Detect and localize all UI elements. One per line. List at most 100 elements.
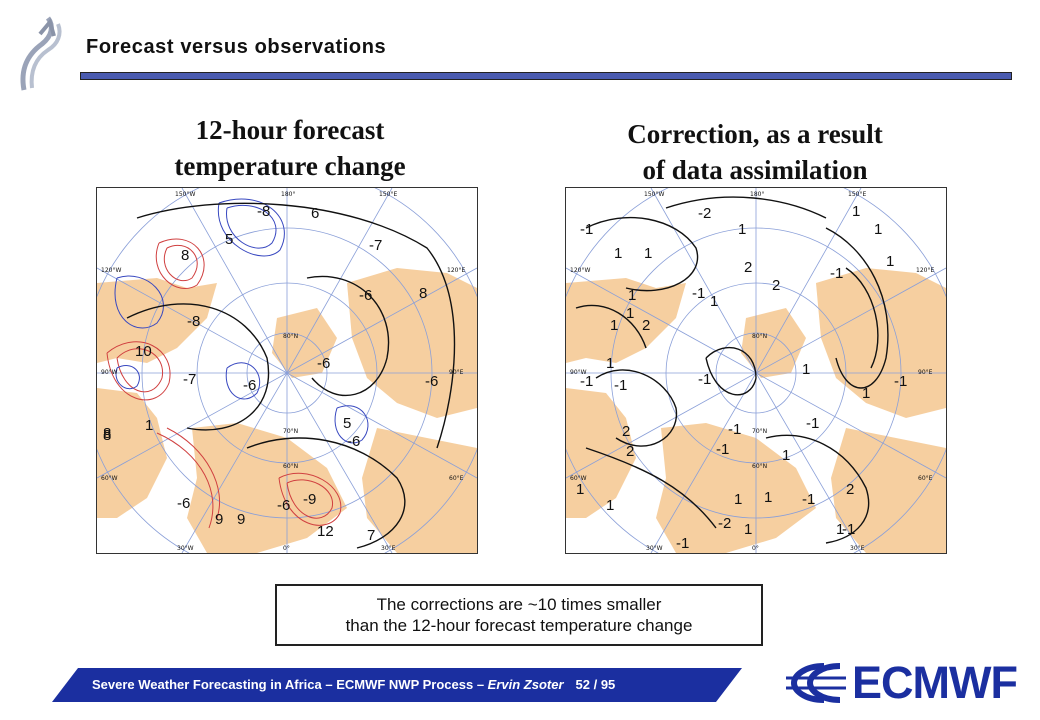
left-title-line2: temperature change: [174, 151, 406, 181]
longitude-label: 150°E: [848, 191, 866, 198]
contour-label: -1: [698, 371, 711, 388]
longitude-label: 60°W: [101, 475, 118, 482]
latitude-label: 70°N: [283, 428, 298, 435]
contour-label: -1: [580, 373, 593, 390]
contour-label: -6: [177, 495, 190, 512]
contour-label: -7: [183, 371, 196, 388]
contour-label: 1: [710, 293, 718, 310]
latitude-label: 80°N: [752, 333, 767, 340]
ecmwf-wordmark: ECMWF: [852, 657, 1018, 708]
contour-label: 7: [367, 527, 375, 544]
contour-label: 1: [606, 497, 614, 514]
caption-box: The corrections are ~10 times smaller th…: [275, 584, 763, 646]
longitude-label: 30°E: [381, 545, 396, 552]
longitude-label: 60°W: [570, 475, 587, 482]
contour-label: -1: [716, 441, 729, 458]
contour-label: -6: [359, 287, 372, 304]
contour-label: 1: [886, 253, 894, 270]
contour-label: 8: [181, 247, 189, 264]
contour-label: -6: [425, 373, 438, 390]
slide-title: Forecast versus observations: [86, 36, 387, 58]
latitude-label: 70°N: [752, 428, 767, 435]
zero-contours: [126, 202, 456, 549]
contour-label: 1: [145, 417, 153, 434]
contour-label: 8: [103, 425, 111, 442]
contour-label: 1: [644, 245, 652, 262]
contour-label: 1: [836, 521, 844, 538]
contour-label: 1: [782, 447, 790, 464]
contour-label: 1: [576, 481, 584, 498]
longitude-label: 90°W: [570, 369, 587, 376]
contour-label: -1: [614, 377, 627, 394]
longitude-label: 180°: [281, 191, 295, 198]
contour-label: -9: [303, 491, 316, 508]
contour-label: 5: [343, 415, 351, 432]
cold-contours: [114, 198, 369, 444]
correction-map: 150°W 180° 150°E 120°W 120°E 90°W 90°E 60°W 60°E…: [565, 187, 947, 554]
contour-label: 1: [802, 361, 810, 378]
contour-label: 2: [772, 277, 780, 294]
contour-label: 2: [622, 423, 630, 440]
longitude-label: 30°E: [850, 545, 865, 552]
contour-label: -1: [676, 535, 689, 552]
right-title-line1: Correction, as a result: [627, 119, 883, 149]
land-areas: [97, 268, 477, 553]
contour-label: -6: [317, 355, 330, 372]
contour-label: 12: [317, 523, 334, 540]
contour-label: 1: [626, 305, 634, 322]
contour-label: -6: [347, 433, 360, 450]
contour-label: 6: [311, 205, 319, 222]
longitude-label: 90°W: [101, 369, 118, 376]
contour-label: 1: [610, 317, 618, 334]
contour-label: -7: [369, 237, 382, 254]
title-rule: [80, 72, 1012, 80]
contour-label: 1: [764, 489, 772, 506]
longitude-label: 120°W: [101, 267, 121, 274]
longitude-label: 0°: [752, 545, 759, 552]
right-panel-title: Correction, as a result of data assimila…: [560, 116, 950, 188]
footer-author: Ervin Zsoter: [487, 677, 564, 692]
ecmwf-wave-icon: [786, 663, 846, 703]
contour-labels: -8 65 -788-68-8-610-7 -6-61-68-69 9-912 75-6: [103, 203, 438, 544]
contour-label: 5: [225, 231, 233, 248]
contour-label: 2: [626, 443, 634, 460]
contour-label: -1: [806, 415, 819, 432]
contour-label: 1: [606, 355, 614, 372]
contour-label: 1: [744, 521, 752, 538]
contour-label: 1: [874, 221, 882, 238]
contour-label: -2: [698, 205, 711, 222]
right-title-line2: of data assimilation: [642, 155, 868, 185]
contour-label: 10: [135, 343, 152, 360]
contour-label: -6: [243, 377, 256, 394]
footer-title: Severe Weather Forecasting in Africa – E…: [92, 677, 488, 692]
contour-label: -1: [580, 221, 593, 238]
contour-label: 9: [215, 511, 223, 528]
contour-label: -1: [842, 521, 855, 538]
longitude-label: 150°W: [644, 191, 664, 198]
longitude-label: 30°W: [646, 545, 663, 552]
map-grid: [566, 188, 946, 553]
longitude-label: 180°: [750, 191, 764, 198]
contour-label: -1: [802, 491, 815, 508]
longitude-label: 120°W: [570, 267, 590, 274]
longitude-label: 60°E: [918, 475, 933, 482]
contour-label: 8: [419, 285, 427, 302]
footer-text: Severe Weather Forecasting in Africa – E…: [92, 677, 615, 692]
longitude-label: 120°E: [916, 267, 934, 274]
latitude-label: 60°N: [752, 463, 767, 470]
contour-label: -1: [692, 285, 705, 302]
longitude-label: 150°W: [175, 191, 195, 198]
contour-label: 1: [628, 287, 636, 304]
caption-line2: than the 12-hour forecast temperature ch…: [345, 616, 693, 635]
contour-label: 2: [744, 259, 752, 276]
contour-label: 1: [862, 385, 870, 402]
page-number: 52 / 95: [575, 677, 616, 692]
longitude-label: 60°E: [449, 475, 464, 482]
contour-label: 2: [642, 317, 650, 334]
contour-label: -1: [830, 265, 843, 282]
contour-label: -1: [728, 421, 741, 438]
